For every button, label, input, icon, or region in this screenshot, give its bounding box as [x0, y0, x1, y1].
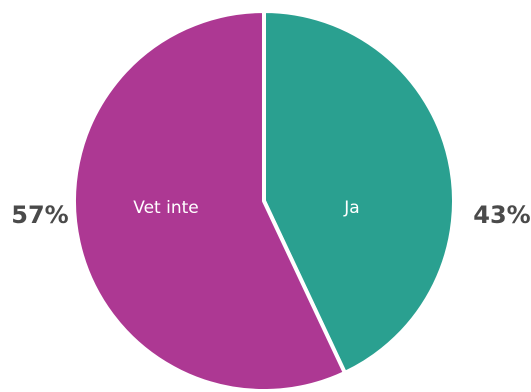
percent-label-ja: 43%	[473, 201, 530, 229]
slice-label-ja: Ja	[343, 198, 359, 218]
pie-slices	[72, 9, 456, 392]
pie-labels: Ja 43% Vet inte 57%	[11, 198, 530, 229]
pie-slice-ja	[262, 9, 456, 375]
pie-slice-vet-inte	[72, 9, 347, 392]
percent-label-vet-inte: 57%	[11, 201, 68, 229]
slice-label-vet-inte: Vet inte	[133, 198, 198, 218]
